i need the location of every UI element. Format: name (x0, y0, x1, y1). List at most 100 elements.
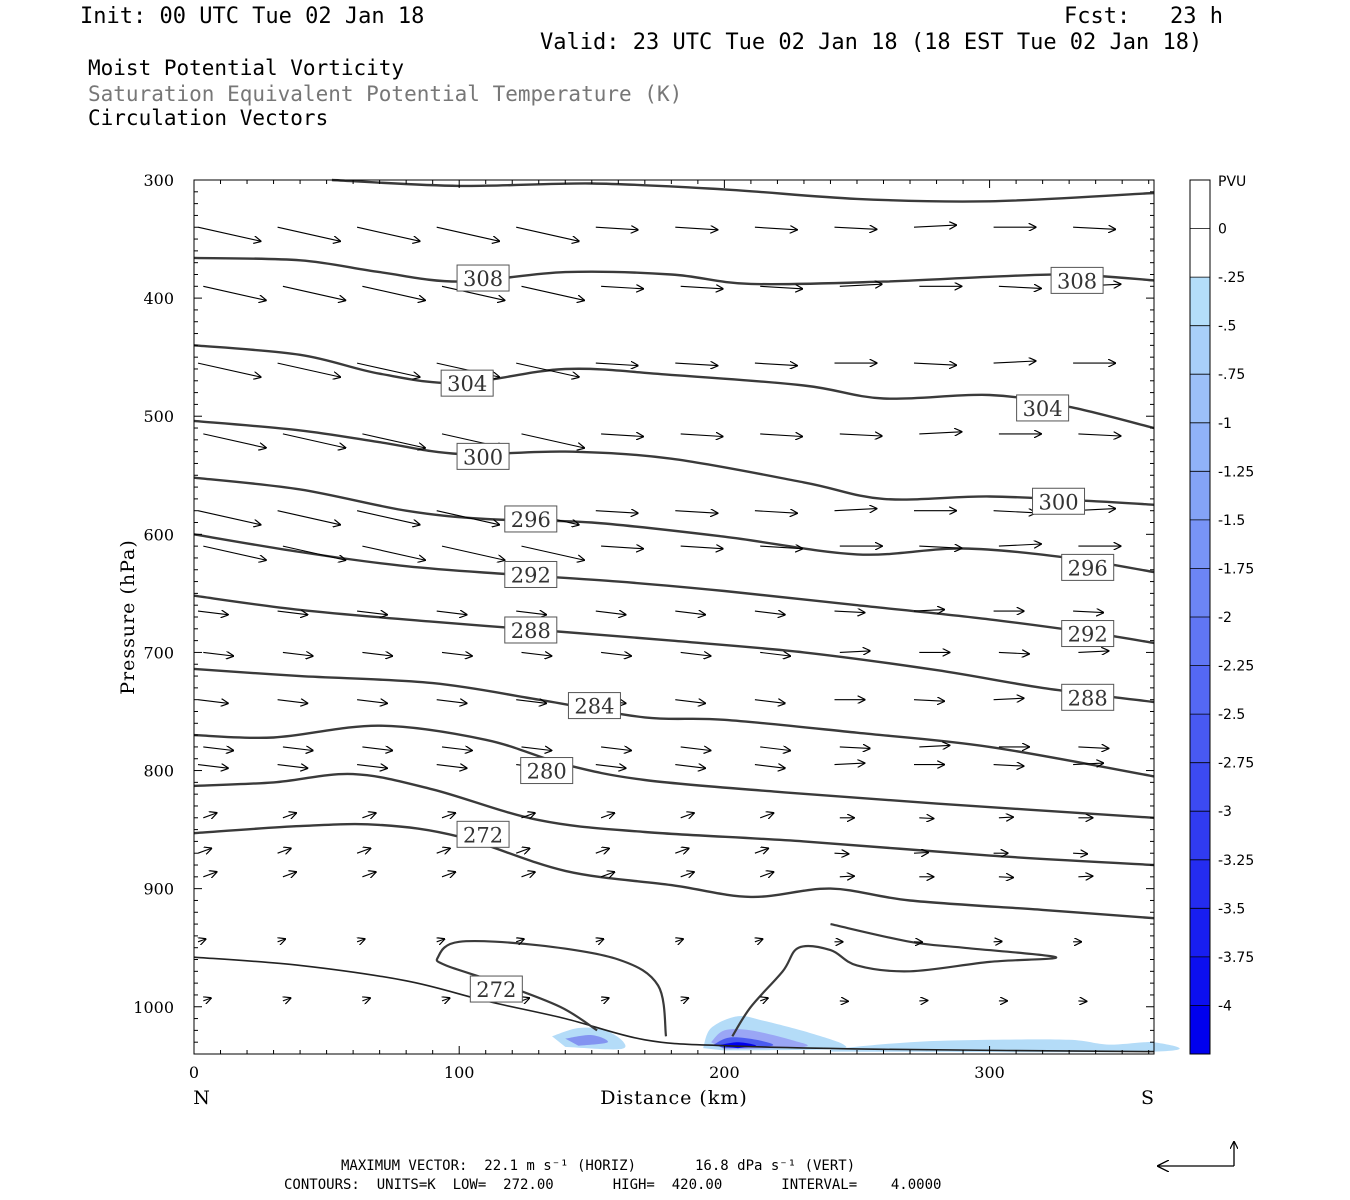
circulation-vector (913, 363, 956, 365)
y-tick-label: 900 (143, 880, 174, 899)
circulation-vector (203, 285, 265, 300)
circulation-vector (919, 546, 961, 548)
circulation-vector (356, 510, 420, 525)
colorbar-label: -2.5 (1218, 707, 1245, 723)
contour-label-296: 296 (504, 505, 558, 533)
circulation-vector (436, 611, 467, 615)
circulation-vector (760, 872, 773, 877)
circulation-vector (919, 745, 949, 747)
colorbar-swatch (1190, 471, 1210, 521)
contour-label-272: 272 (456, 820, 510, 848)
colorbar-label: -1.25 (1218, 464, 1254, 480)
circulation-vector (754, 227, 797, 230)
circulation-vector (680, 813, 694, 818)
contour-label-308: 308 (456, 264, 510, 292)
circulation-vector (754, 765, 785, 769)
circulation-vector (197, 510, 261, 525)
circulation-vector (442, 998, 450, 1001)
circulation-vector (357, 700, 387, 704)
y-axis-title: Pressure (hPa) (117, 539, 139, 695)
circulation-vector (993, 765, 1024, 767)
circulation-vectors (198, 225, 1120, 1001)
theta-es-contour-272 (193, 822, 1155, 920)
circulation-vector (595, 611, 626, 615)
circulation-vector (834, 763, 865, 765)
field-moist-pv: Moist Potential Vorticity (88, 56, 405, 80)
circulation-vector (362, 433, 425, 448)
colorbar-label: -3.25 (1218, 853, 1254, 869)
colorbar-swatch (1190, 180, 1210, 230)
colorbar-swatch (1190, 422, 1210, 472)
svg-text:300: 300 (1038, 490, 1078, 514)
colorbar-swatch (1190, 617, 1210, 667)
circulation-vector (1078, 651, 1108, 653)
circulation-vector (441, 545, 504, 560)
colorbar-swatch (1190, 665, 1210, 715)
contour-label-272: 272 (469, 975, 523, 1003)
circulation-vector (203, 652, 233, 656)
colorbar-label: -3.75 (1218, 950, 1254, 966)
circulation-vector (362, 872, 375, 877)
circulation-vector (277, 765, 308, 769)
theta-es-contour-304 (193, 344, 1155, 430)
circulation-vector (834, 853, 849, 854)
contour-label-300: 300 (456, 442, 510, 470)
circulation-vector (362, 545, 425, 560)
circulation-vector (282, 747, 313, 751)
contour-labels: 308 308 304 304 300 300 296 296 292 292 288 288 284 2… (440, 264, 1115, 1003)
contour-label-284: 284 (567, 692, 621, 720)
circulation-vector (601, 652, 631, 656)
circulation-vector (919, 818, 933, 819)
y-tick-label: 700 (143, 643, 174, 662)
circulation-vector (197, 848, 211, 853)
circulation-vector (754, 611, 785, 615)
x-axis-title: Distance (km) (600, 1087, 748, 1109)
svg-text:296: 296 (511, 508, 551, 532)
colorbar-label: -3 (1218, 804, 1232, 820)
circulation-vector (521, 652, 552, 656)
colorbar-label: -3.5 (1218, 901, 1245, 917)
circulation-vector (203, 433, 265, 448)
contour-label-288: 288 (1061, 683, 1115, 711)
circulation-vector (834, 611, 865, 613)
circulation-vector (675, 848, 688, 853)
circulation-vector (516, 226, 579, 241)
colorbar-swatch (1190, 811, 1210, 861)
colorbar: PVU 0 -.25 -.5 -.75 -1 -1.25 -1.5 -1.75 -2 -2.25 -2… (1189, 174, 1254, 1055)
contour-label-300: 300 (1032, 487, 1086, 515)
x-tick-label: 300 (974, 1063, 1005, 1082)
circulation-vector (197, 765, 228, 769)
y-tick-label: 600 (143, 525, 174, 544)
circulation-vector (675, 611, 705, 615)
circulation-vector (834, 509, 877, 511)
circulation-vector (521, 747, 552, 751)
forecast-hour: Fcst: 23 h (1064, 4, 1223, 29)
theta-es-contour-284 (193, 667, 1155, 778)
circulation-vector (436, 510, 499, 525)
circulation-vector (998, 652, 1029, 654)
init-time: Init: 00 UTC Tue 02 Jan 18 (80, 4, 425, 29)
contour-label-304: 304 (1016, 394, 1070, 422)
circulation-vector (282, 813, 296, 818)
circulation-vector (675, 227, 717, 230)
circulation-vector (197, 226, 261, 241)
circulation-vector (441, 813, 455, 818)
circulation-vector (754, 511, 797, 514)
circulation-vector (441, 747, 472, 751)
x-end-label-south: S (1141, 1087, 1155, 1109)
colorbar-swatch (1190, 1005, 1210, 1055)
circulation-vector (282, 433, 345, 448)
y-tick-label: 300 (143, 171, 174, 190)
circulation-vector (357, 765, 387, 769)
circulation-vector (357, 939, 365, 942)
svg-text:272: 272 (463, 823, 503, 847)
circulation-vector (675, 511, 717, 514)
colorbar-swatch (1190, 228, 1210, 278)
pv-shading (552, 1015, 1180, 1053)
circulation-vector (839, 434, 882, 436)
contour-label-296: 296 (1061, 553, 1115, 581)
theta-es-contour-280 (193, 724, 1155, 819)
theta-es-contour-300 (193, 419, 1155, 506)
circulation-vector (197, 362, 261, 377)
circulation-vector (595, 765, 626, 769)
